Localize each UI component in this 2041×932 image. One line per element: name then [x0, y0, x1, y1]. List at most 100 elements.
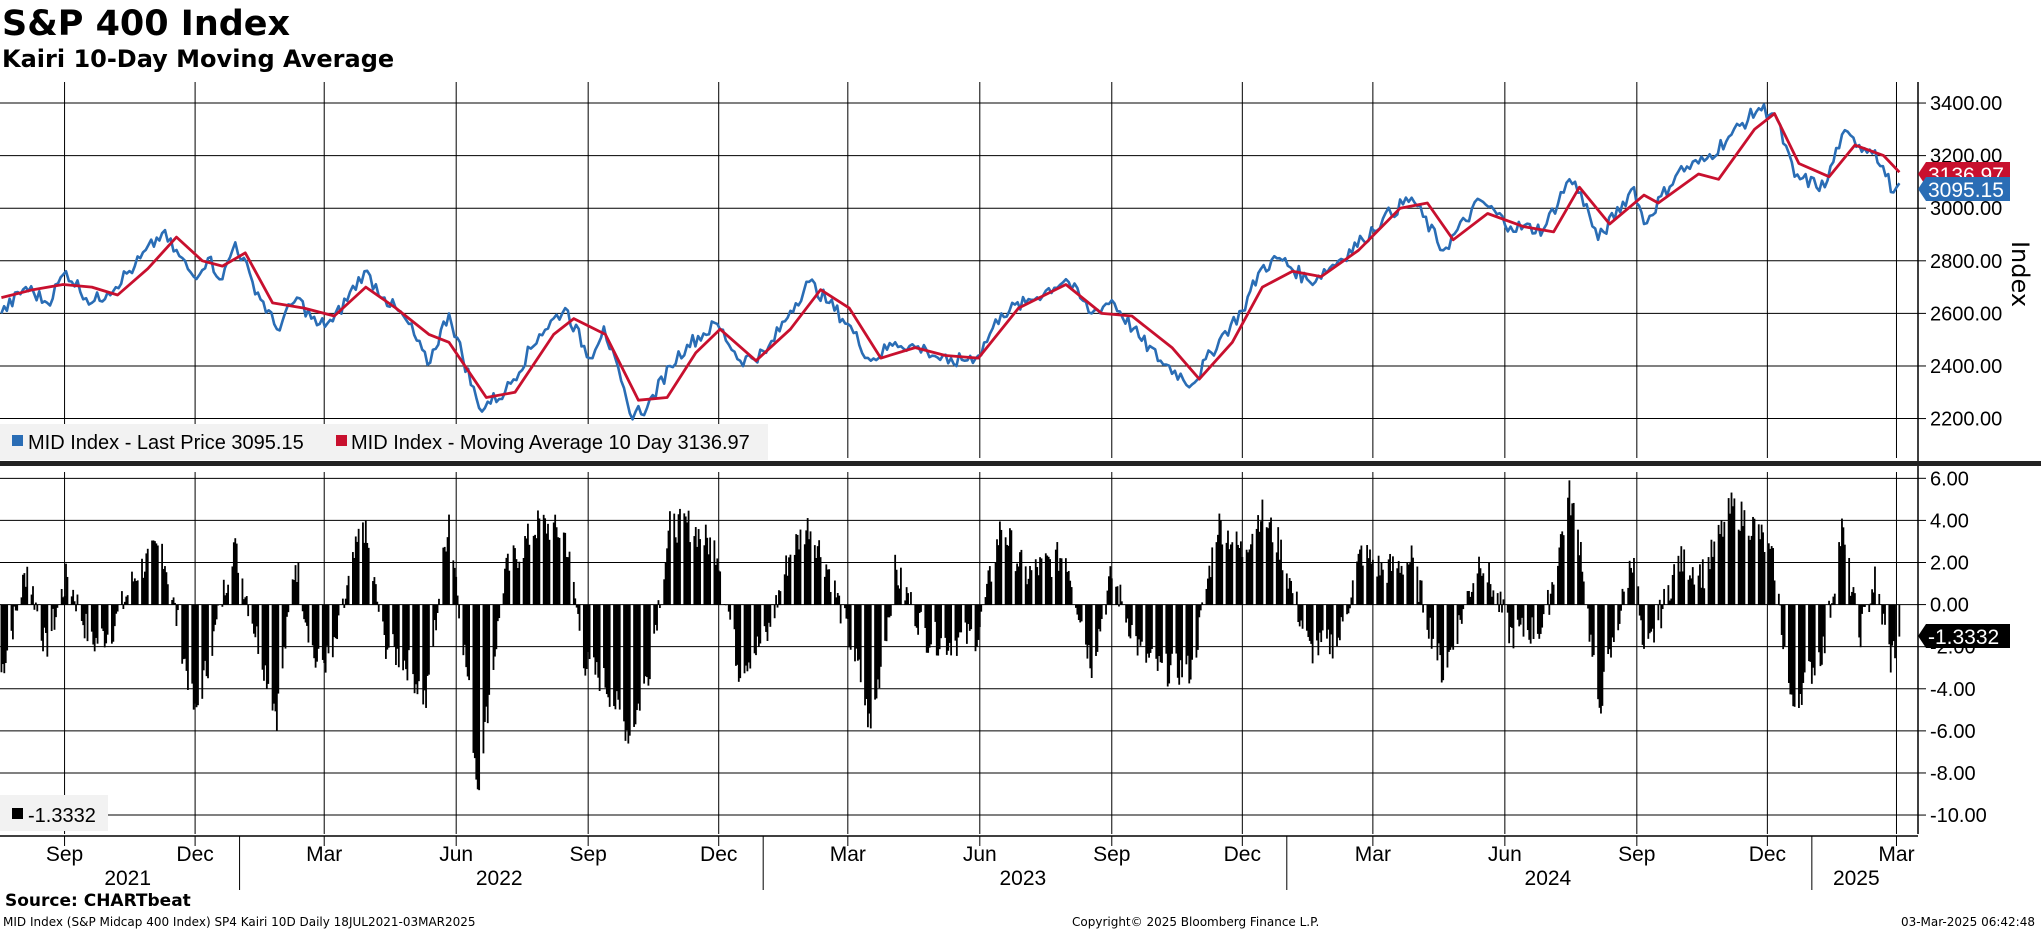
kairi-bar-168	[336, 604, 339, 640]
kairi-bar-651	[1307, 604, 1310, 638]
kairi-bar-231	[463, 604, 466, 645]
kairi-bar-543	[1089, 604, 1092, 669]
moving-average-line	[1, 112, 1901, 402]
kairi-bar-935	[1878, 593, 1881, 605]
kairi-bar-27	[53, 604, 56, 630]
kairi-bar-278	[557, 537, 559, 605]
kairi-bar-261	[524, 536, 526, 605]
kairi-bar-616	[1237, 544, 1239, 605]
kairi-bar-159	[317, 604, 320, 649]
kairi-bar-788	[1581, 571, 1584, 605]
kairi-bar-690	[1386, 582, 1389, 605]
ytick-label-bottom-6: -6.00	[1930, 721, 1976, 743]
kairi-bar-520	[1044, 553, 1047, 605]
kairi-bar-773	[1551, 582, 1554, 605]
kairi-bar-323	[647, 604, 650, 686]
kairi-bar-488	[978, 604, 981, 628]
kairi-bar-250	[502, 593, 505, 605]
kairi-bar-477	[957, 604, 960, 638]
kairi-bar-356	[714, 564, 717, 605]
kairi-bar-847	[1700, 587, 1703, 605]
footer-series-info: MID Index (S&P Midcap 400 Index) SP4 Kai…	[3, 915, 476, 929]
kairi-bar-569	[1141, 604, 1143, 642]
kairi-bar-626	[1257, 515, 1260, 605]
kairi-bar-380	[763, 604, 766, 627]
kairi-bar-605	[1215, 542, 1218, 605]
kairi-bar-920	[1848, 557, 1851, 605]
kairi-bar-802	[1610, 604, 1612, 658]
kairi-bar-186	[373, 577, 376, 605]
kairi-bar-894	[1793, 604, 1796, 707]
year-label-0: 2021	[104, 867, 151, 890]
kairi-bar-257	[515, 559, 518, 605]
kairi-bar-412	[826, 569, 829, 605]
kairi-bar-481	[965, 604, 968, 644]
kairi-bar-205	[412, 604, 415, 675]
kairi-bar-227	[455, 576, 458, 605]
kairi-bar-15	[30, 594, 33, 605]
kairi-bar-417	[836, 593, 839, 605]
kairi-bar-833	[1671, 574, 1674, 605]
kairi-bar-121	[242, 599, 245, 605]
kairi-bar-799	[1602, 604, 1605, 672]
kairi-bar-723	[1450, 604, 1453, 648]
kairi-bar-446	[895, 569, 898, 605]
kairi-bar-119	[237, 572, 240, 605]
xtick-label-7: Jun	[963, 843, 997, 866]
kairi-bar-255	[512, 545, 515, 605]
kairi-bar-34	[66, 576, 69, 605]
kairi-bar-150	[301, 604, 304, 612]
kairi-bar-389	[779, 591, 782, 605]
kairi-bar-148	[296, 582, 298, 605]
kairi-bar-944	[1894, 604, 1896, 659]
kairi-bar-941	[1889, 604, 1892, 673]
kairi-bar-101	[202, 604, 205, 671]
kairi-bar-426	[855, 604, 858, 649]
kairi-bar-619	[1241, 556, 1244, 605]
kairi-bar-256	[514, 548, 516, 605]
kairi-bar-39	[76, 594, 79, 605]
kairi-bar-399	[799, 529, 802, 605]
kairi-bar-84	[166, 584, 169, 605]
kairi-bar-705	[1416, 566, 1419, 605]
kairi-bar-658	[1320, 604, 1323, 643]
kairi-bar-178	[356, 541, 359, 605]
kairi-bar-326	[654, 604, 657, 625]
kairi-bar-515	[1034, 559, 1037, 605]
kairi-bar-487	[977, 604, 980, 640]
kairi-bar-450	[904, 600, 907, 605]
kairi-bar-785	[1577, 529, 1579, 605]
kairi-bar-140	[281, 604, 284, 669]
kairi-bar-239	[478, 604, 481, 791]
kairi-bar-923	[1852, 587, 1855, 605]
kairi-bar-890	[1787, 604, 1790, 683]
kairi-bar-249	[498, 604, 501, 619]
kairi-bar-602	[1208, 565, 1211, 605]
kairi-bar-17	[33, 604, 36, 610]
kairi-bar-458	[918, 604, 921, 614]
kairi-bar-534	[1070, 587, 1073, 605]
kairi-bar-744	[1492, 590, 1495, 605]
kairi-bar-875	[1757, 524, 1760, 605]
kairi-bar-848	[1701, 559, 1704, 605]
kairi-bar-886	[1779, 604, 1782, 606]
kairi-bar-282	[565, 556, 568, 605]
kairi-bar-199	[397, 604, 400, 668]
kairi-bar-650	[1305, 604, 1308, 631]
kairi-bar-66	[132, 581, 135, 605]
kairi-bar-285	[572, 581, 575, 605]
kairi-bar-162	[324, 604, 327, 673]
kairi-bar-385	[773, 604, 776, 619]
kairi-bar-127	[254, 604, 257, 638]
kairi-bar-594	[1191, 604, 1194, 660]
kairi-bar-913	[1832, 596, 1835, 605]
kairi-bar-800	[1607, 604, 1610, 655]
kairi-bar-368	[737, 604, 740, 682]
kairi-bar-649	[1301, 604, 1304, 629]
kairi-bar-338	[677, 514, 680, 605]
kairi-bar-811	[1628, 560, 1631, 605]
kairi-bar-69	[136, 580, 139, 605]
kairi-bar-778	[1561, 531, 1564, 605]
kairi-bar-683	[1370, 563, 1373, 605]
kairi-bar-710	[1426, 604, 1429, 630]
